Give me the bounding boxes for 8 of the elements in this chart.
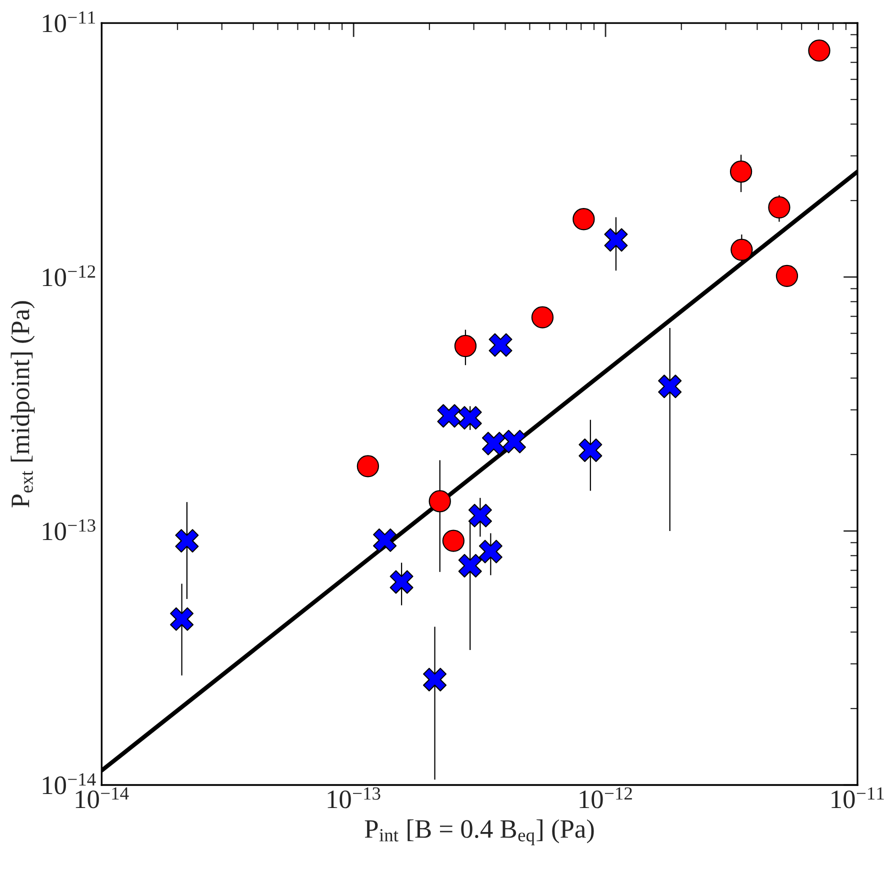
y-axis-title: P$_{ext}$ [midpoint] (Pa): [10, 301, 35, 508]
y-tick-label: 10$^{−12}$: [42, 265, 96, 286]
y-tick-label: 10$^{−11}$: [42, 11, 95, 32]
x-tick-label: 10$^{−12}$: [580, 787, 632, 808]
x-tick-label: 10$^{−11}$: [832, 787, 884, 808]
x-tick-label: 10$^{−13}$: [328, 787, 380, 808]
x-axis-title: P$_{int}$ [B = 0.4 B$_{eq}$] (Pa): [364, 819, 594, 846]
y-tick-label: 10$^{−13}$: [42, 519, 96, 540]
